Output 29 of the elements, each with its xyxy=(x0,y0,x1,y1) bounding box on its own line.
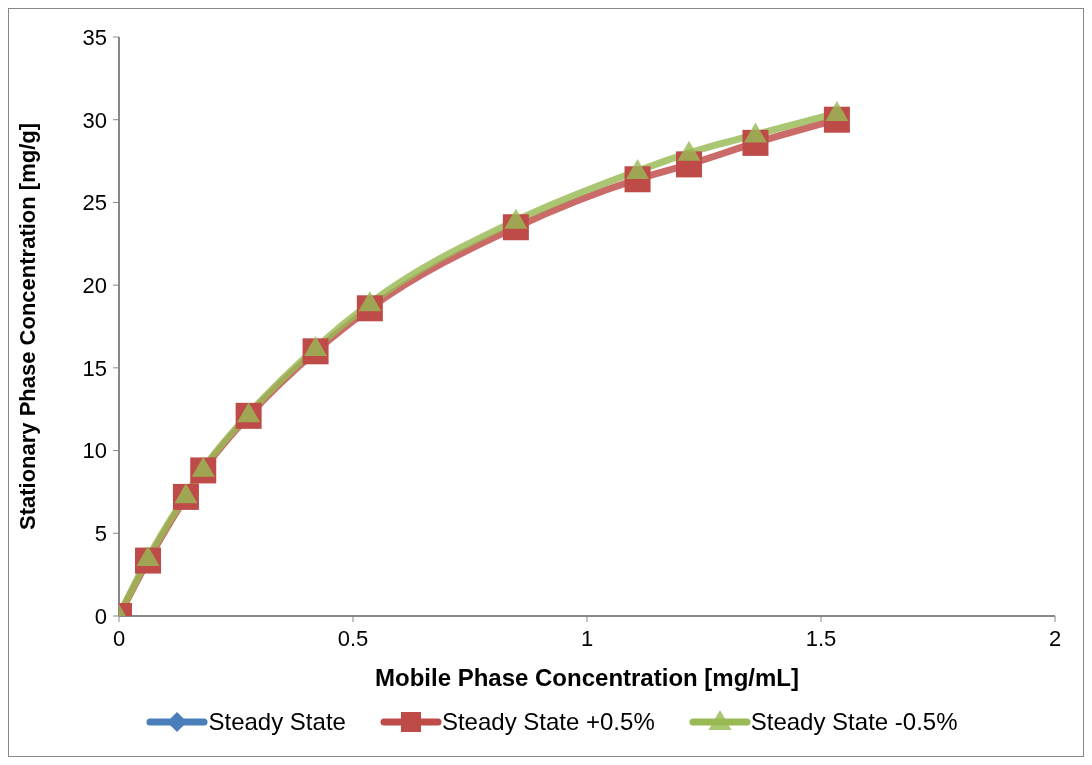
legend-label: Steady State -0.5% xyxy=(750,708,958,736)
point xyxy=(504,208,528,229)
x-axis-title: Mobile Phase Concentration [mg/mL] xyxy=(374,664,800,691)
y-tick-label: 30 xyxy=(82,107,107,133)
x-tick-label: 1 xyxy=(580,625,594,651)
point xyxy=(304,336,328,357)
point xyxy=(626,159,650,179)
legend-label: Steady State +0.5% xyxy=(441,708,655,736)
legend-label: Steady State xyxy=(208,708,346,736)
y-tick-label: 35 xyxy=(82,24,107,50)
x-tick-label: 2 xyxy=(1048,625,1062,651)
x-tick-label: 0 xyxy=(112,625,126,651)
point xyxy=(825,101,849,122)
y-tick-label: 25 xyxy=(82,190,107,216)
point xyxy=(358,291,382,312)
y-tick-label: 0 xyxy=(94,603,107,629)
y-tick-label: 5 xyxy=(94,521,107,547)
x-tick-label: 0.5 xyxy=(337,625,369,651)
y-tick-label: 10 xyxy=(82,438,107,464)
point xyxy=(191,456,215,477)
point xyxy=(677,140,701,161)
point xyxy=(743,122,767,143)
x-tick-label: 1.5 xyxy=(805,625,837,651)
point xyxy=(237,402,261,423)
point xyxy=(174,483,198,504)
y-axis-title: Stationary Phase Concentration [mg/g] xyxy=(14,122,40,531)
point xyxy=(136,546,160,567)
y-tick-label: 15 xyxy=(82,355,107,381)
y-tick-label: 20 xyxy=(82,272,107,298)
